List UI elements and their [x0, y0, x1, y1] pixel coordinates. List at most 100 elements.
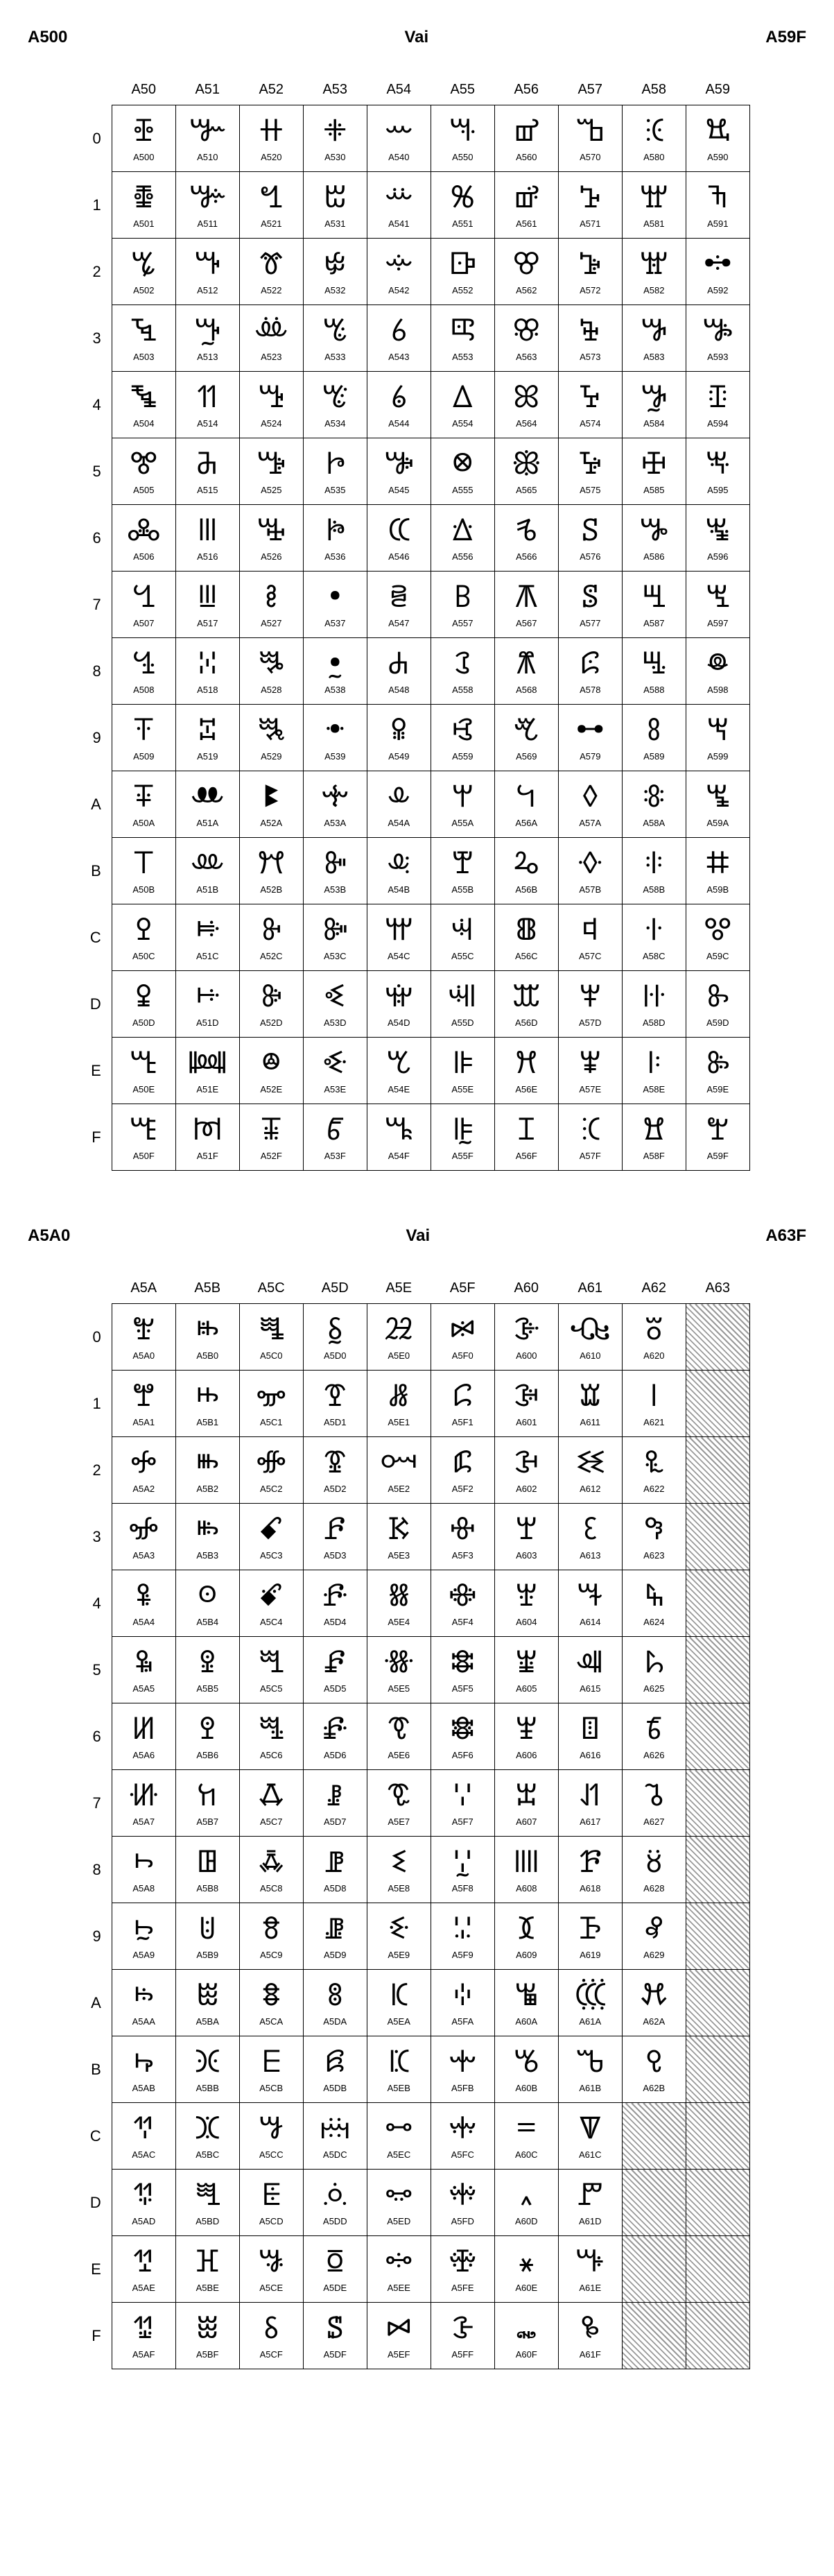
glyph: ꔤ: [240, 372, 303, 419]
glyph-cell: ꕖA556: [431, 505, 494, 572]
glyph-cell: ꖺA5BA: [175, 1970, 239, 2036]
codepoint-label: A5FF: [431, 2350, 494, 2364]
glyph: ꗪ: [367, 1970, 431, 2017]
glyph-cell: ꔳA533: [303, 305, 367, 372]
glyph: ꘥: [623, 1637, 686, 1684]
glyph-cell: ꕹA579: [558, 705, 622, 771]
glyph: ꖆ: [623, 505, 686, 552]
glyph: ꘛ: [559, 2036, 622, 2084]
codepoint-label: A5CD: [240, 2217, 303, 2231]
glyph: ꖕ: [686, 438, 749, 486]
codepoint-label: A505: [112, 486, 175, 500]
glyph: ꗥ: [367, 1637, 431, 1684]
codepoint-label: A54B: [367, 885, 431, 900]
codepoint-label: A5BF: [176, 2350, 239, 2364]
glyph: ꗤ: [367, 1570, 431, 1617]
codepoint-label: A5B8: [176, 1884, 239, 1898]
codepoint-label: A5F6: [431, 1751, 494, 1765]
glyph-cell: ꔍA50D: [112, 971, 175, 1038]
codepoint-label: A509: [112, 752, 175, 766]
codepoint-label: A60D: [495, 2217, 558, 2231]
glyph: ꔲ: [304, 239, 367, 286]
codepoint-label: A541: [367, 219, 431, 234]
codepoint-label: A5D8: [304, 1884, 367, 1898]
glyph-cell: ꔀA500: [112, 105, 175, 172]
codepoint-label: A5D0: [304, 1351, 367, 1366]
glyph-cell: ꕰA570: [558, 105, 622, 172]
row-header: A: [84, 1970, 112, 2036]
codepoint-label: A5B5: [176, 1684, 239, 1699]
glyph: ꗎ: [240, 2236, 303, 2283]
glyph-cell: ꗬA5EC: [367, 2103, 431, 2170]
glyph-cell: ꕃA543: [367, 305, 431, 372]
glyph-cell: ꗀA5C0: [239, 1304, 303, 1371]
glyph: ꖀ: [623, 105, 686, 153]
glyph-cell: ꘋA60B: [494, 2036, 558, 2103]
glyph: ꗧ: [367, 1770, 431, 1817]
codepoint-label: A5FE: [431, 2283, 494, 2298]
codepoint-label: A599: [686, 752, 749, 766]
glyph: ꗦ: [367, 1703, 431, 1751]
codepoint-label: A577: [559, 619, 622, 633]
glyph-cell: ꗋA5CB: [239, 2036, 303, 2103]
codepoint-label: A5DA: [304, 2017, 367, 2032]
glyph: ꔃ: [112, 305, 175, 352]
glyph: ꕯ: [495, 1104, 558, 1151]
glyph: ꔟ: [176, 1104, 239, 1151]
glyph: ꗝ: [304, 2170, 367, 2217]
page-header-1: A500 Vai A59F: [28, 28, 806, 47]
glyph: ꘒ: [559, 1437, 622, 1484]
glyph: ꖓ: [686, 305, 749, 352]
row-header: 9: [84, 705, 112, 771]
glyph-cell: ꖃA583: [622, 305, 686, 372]
glyph-cell: ꕞA55E: [431, 1038, 494, 1104]
glyph-cell: ꕦA566: [494, 505, 558, 572]
codepoint-label: A526: [240, 552, 303, 567]
col-header: A50: [112, 75, 175, 105]
codepoint-label: A55C: [431, 952, 494, 966]
codepoint-label: A57F: [559, 1151, 622, 1166]
glyph-cell: ꘈA608: [494, 1837, 558, 1903]
glyph-cell: ꘢A622: [622, 1437, 686, 1504]
glyph: ꔣ: [240, 305, 303, 352]
glyph-cell: ꕨA568: [494, 638, 558, 705]
glyph: ꕽ: [559, 971, 622, 1018]
col-header: A58: [622, 75, 686, 105]
glyph: ꔩ: [240, 705, 303, 752]
codepoint-label: A5F2: [431, 1484, 494, 1499]
glyph: ꖊ: [623, 771, 686, 818]
glyph-cell: ꔻA53B: [303, 838, 367, 904]
glyph-cell: ꖲA5B2: [175, 1437, 239, 1504]
row-header: A: [84, 771, 112, 838]
codepoint-label: A605: [495, 1684, 558, 1699]
glyph-cell: ꗲA5F2: [431, 1437, 494, 1504]
codepoint-label: A58F: [623, 1151, 686, 1166]
codepoint-label: A58E: [623, 1085, 686, 1099]
glyph: ꗨ: [367, 1837, 431, 1884]
glyph: ꕹ: [559, 705, 622, 752]
glyph-cell: ꖯA5AF: [112, 2303, 175, 2369]
codepoint-label: A5C8: [240, 1884, 303, 1898]
glyph: ꔅ: [112, 438, 175, 486]
glyph: ꘕ: [559, 1637, 622, 1684]
glyph: ꖘ: [686, 638, 749, 685]
codepoint-label: A504: [112, 419, 175, 433]
glyph-cell: ꕷA577: [558, 572, 622, 638]
glyph-cell: ꖇA587: [622, 572, 686, 638]
codepoint-label: A502: [112, 286, 175, 300]
codepoint-label: A5AB: [112, 2084, 175, 2098]
codepoint-label: A5A5: [112, 1684, 175, 1699]
glyph-cell: [686, 1703, 749, 1770]
codepoint-label: A544: [367, 419, 431, 433]
glyph: ꗱ: [431, 1371, 494, 1418]
glyph-cell: ꔸA538: [303, 638, 367, 705]
glyph-cell: ꘓA613: [558, 1504, 622, 1570]
codepoint-label: A5AF: [112, 2350, 175, 2364]
glyph-cell: ꘛA61B: [558, 2036, 622, 2103]
codepoint-label: A52D: [240, 1018, 303, 1033]
codepoint-label: A5A7: [112, 1817, 175, 1832]
glyph: ꔎ: [112, 1038, 175, 1085]
codepoint-label: A522: [240, 286, 303, 300]
glyph: ꗺ: [431, 1970, 494, 2017]
codepoint-label: A510: [176, 153, 239, 167]
